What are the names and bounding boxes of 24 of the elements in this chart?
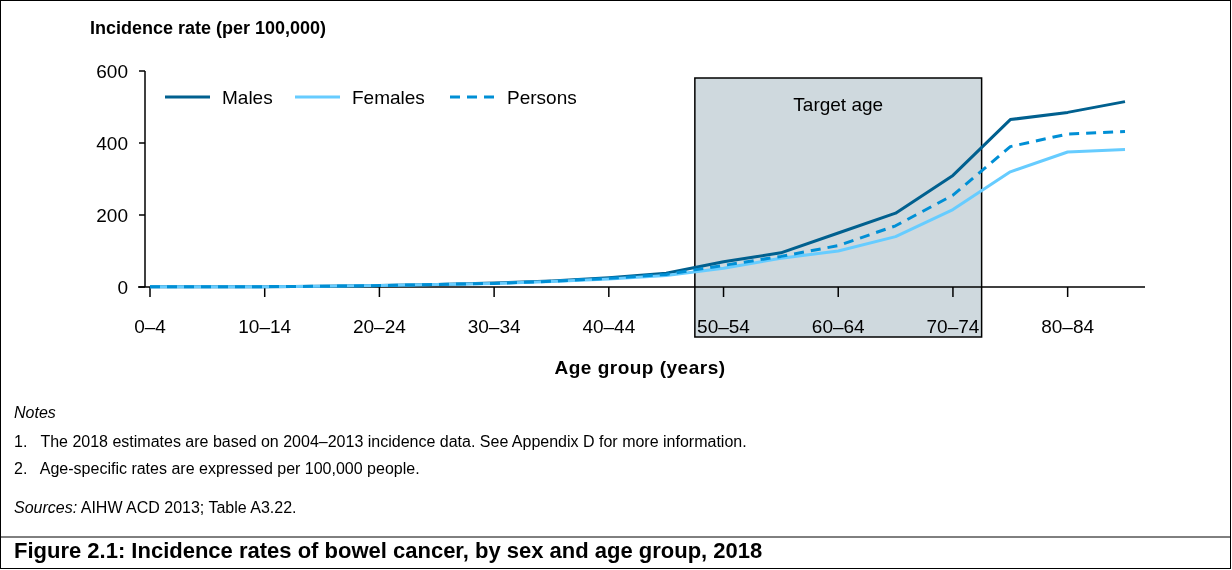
y-tick-label: 400 [96,133,128,154]
x-tick-label: 0–4 [134,316,167,337]
source-note: Sources: AIHW ACD 2013; Table A3.22. [14,499,297,516]
band-label: Target age [793,94,884,115]
y-tick-label: 200 [96,205,128,226]
x-tick-label: 80–84 [1041,316,1095,337]
text: Notes [14,404,56,421]
legend-label: Persons [507,87,577,108]
legend-label: Females [352,87,425,108]
x-tick-label: 60–64 [811,316,866,337]
y-tick-label: 600 [96,61,128,82]
y-tick-label: 0 [117,277,128,298]
x-tick-label: 40–44 [582,316,636,337]
legend-label: Males [222,87,273,108]
text: 2. Age-specific rates are expressed per 100,000 people. [14,460,420,477]
text: 1. The 2018 estimates are based on 2004–2013 incidence data. See Appendix D for more information. [14,433,747,450]
x-tick-label: 70–74 [926,316,980,337]
y-axis-title: Incidence rate (per 100,000) [90,18,327,38]
x-tick-label: 30–34 [467,316,521,337]
x-tick-label: 50–54 [697,316,751,337]
x-tick-label: 20–24 [352,316,407,337]
x-axis-title: Age group (years) [554,357,726,378]
text: Figure 2.1: Incidence rates of bowel cancer, by sex and age group, 2018 [14,538,763,563]
x-tick-label: 10–14 [238,316,292,337]
